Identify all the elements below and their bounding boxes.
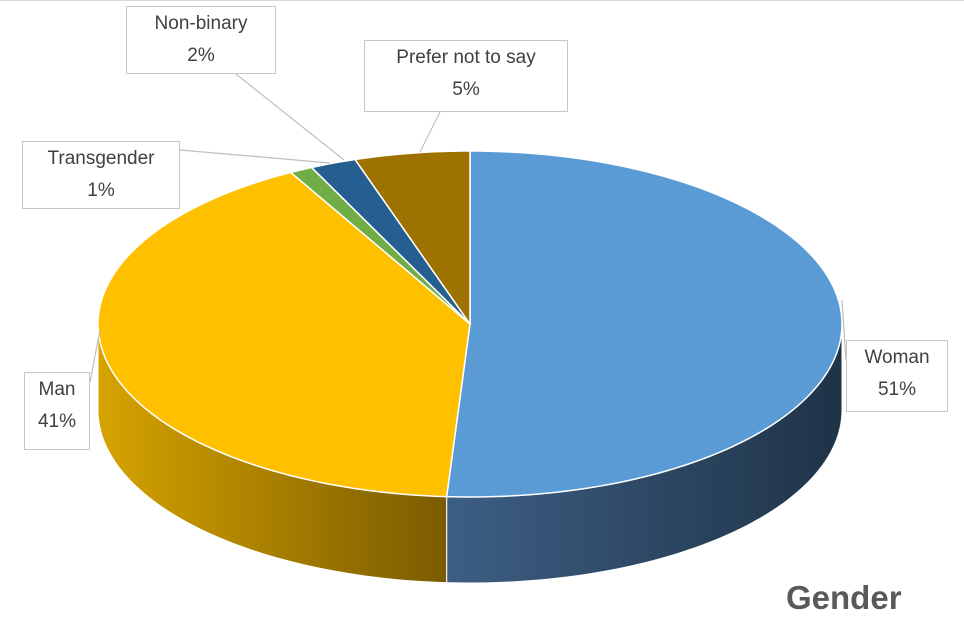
label-non-binary: Non-binary 2% (126, 6, 276, 74)
leader-line-non-binary (235, 73, 345, 161)
label-non-binary-value: 2% (187, 45, 215, 66)
leader-lines (89, 73, 847, 383)
chart-title: Gender (786, 579, 902, 616)
pie-slice-non-binary (310, 158, 471, 325)
leader-line-prefer-not-to-say (419, 111, 441, 153)
label-transgender-category: Transgender (47, 148, 155, 169)
label-woman-value: 51% (877, 379, 917, 400)
label-man-value: 41% (37, 411, 77, 432)
label-prefer-not-to-say-value: 5% (452, 79, 480, 100)
label-woman: Woman 51% (846, 340, 948, 412)
label-man-category: Man (38, 379, 76, 400)
label-prefer-not-to-say: Prefer not to say 5% (364, 40, 568, 112)
label-man: Man 41% (24, 372, 90, 450)
label-prefer-not-to-say-category: Prefer not to say (396, 47, 536, 68)
label-transgender: Transgender 1% (22, 141, 180, 209)
pie-slice-prefer-not-to-say (354, 150, 471, 325)
label-woman-category: Woman (864, 347, 930, 368)
pie-slice-woman (445, 150, 843, 498)
pie-slices (97, 150, 843, 498)
label-non-binary-category: Non-binary (154, 13, 248, 34)
pie-slice-transgender (290, 166, 471, 325)
leader-line-woman (841, 299, 847, 361)
label-transgender-value: 1% (87, 180, 115, 201)
leader-line-transgender (179, 149, 331, 164)
leader-line-man (89, 329, 101, 383)
pie-slice-man (97, 171, 471, 498)
